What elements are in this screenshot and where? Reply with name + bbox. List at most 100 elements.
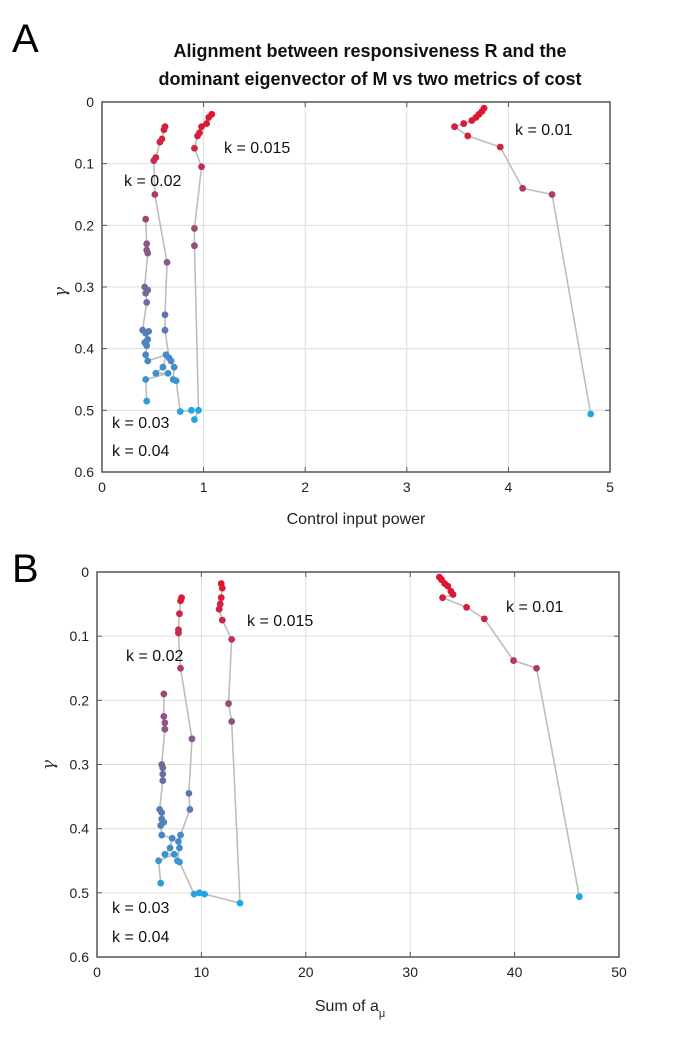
- panel-letter-b: B: [12, 547, 39, 591]
- panel-a-data-point: [198, 163, 205, 171]
- panel-b-data-point: [510, 657, 517, 664]
- panel-a-label-k-002: k = 0.02: [124, 173, 181, 190]
- panel-a-data-point: [160, 126, 168, 134]
- panel-a-ticks: 0 1 2 3 4 5 0 0.1 0.2 0.3 0.4 0.5 0.6: [75, 94, 615, 495]
- panel-b-ticks: 0 10 20 30 40 50 0 0.1 0.2 0.3 0.4 0.5 0.6: [70, 564, 627, 980]
- panel-b-data-point: [159, 764, 167, 772]
- panel-b-data-point: [217, 594, 225, 602]
- panel-b-data-point: [168, 834, 176, 842]
- panel-a-series-line-2: [193, 113, 213, 420]
- panel-b-data-point: [236, 899, 244, 907]
- panel-b-y-tick-label: 0.2: [70, 692, 90, 708]
- panel-b-data-point: [228, 635, 236, 643]
- panel-b-series-line-2: [199, 583, 241, 905]
- panel-a-grid: [101, 101, 611, 473]
- panel-a-data-point: [203, 120, 211, 127]
- panel-b-y-tick-label: 0.5: [70, 885, 90, 901]
- panel-a-x-tick-label: 4: [505, 479, 513, 495]
- panel-a-x-tick-label: 1: [200, 479, 208, 495]
- panel-b-data-point: [533, 664, 540, 672]
- panel-a-series: [139, 104, 595, 423]
- panel-b-data-point: [185, 789, 193, 797]
- panel-b-y-tick-label: 0.3: [70, 757, 90, 773]
- panel-a-plot: 0 1 2 3 4 5 0 0.1 0.2 0.3 0.4 0.5 0.6 Control input …: [51, 94, 614, 528]
- panel-a-data-point: [151, 191, 159, 198]
- panel-a-data-point: [143, 299, 151, 306]
- panel-b-data-point: [177, 664, 184, 672]
- panel-a-data-point: [167, 357, 175, 365]
- panel-b-label-k-002: k = 0.02: [126, 648, 183, 665]
- panel-b-data-point: [218, 616, 226, 624]
- panel-b-y-tick-label: 0.4: [70, 821, 90, 837]
- panel-b-data-point: [160, 712, 168, 720]
- panel-a-data-point: [143, 342, 151, 349]
- panel-a-y-tick-label: 0.3: [75, 279, 95, 295]
- panel-a-data-point: [143, 240, 151, 248]
- panel-a-data-point: [460, 120, 468, 127]
- panel-b-data-point: [449, 591, 457, 598]
- panel-b-data-point: [218, 584, 226, 592]
- panel-a-data-point: [464, 132, 472, 140]
- panel-b-x-axis-label-main: Sum of a: [315, 998, 379, 1015]
- panel-a-y-tick-label: 0.2: [75, 217, 95, 233]
- panel-b-data-point: [439, 594, 446, 602]
- panel-b-data-point: [186, 806, 194, 813]
- panel-a-data-point: [188, 406, 195, 414]
- panel-a-data-point: [176, 408, 184, 415]
- panel-a-data-point: [163, 258, 171, 266]
- panel-a-data-point: [451, 123, 458, 131]
- panel-b-data-point: [195, 889, 203, 897]
- panel-a-data-point: [162, 351, 170, 359]
- panel-b-data-point: [176, 610, 183, 618]
- panel-b-data-point: [175, 838, 182, 845]
- panel-a-data-point: [194, 132, 201, 140]
- panel-a-data-point: [191, 416, 198, 423]
- panel-b-data-point: [201, 890, 208, 898]
- panel-a-label-k-0015: k = 0.015: [224, 140, 290, 157]
- panel-b-data-point: [216, 600, 224, 608]
- panel-a-data-point: [191, 225, 198, 232]
- panel-b-data-point: [157, 822, 165, 829]
- panel-b-data-point: [170, 850, 178, 858]
- panel-b-data-point: [188, 735, 196, 743]
- panel-a-data-point: [164, 369, 172, 377]
- panel-b-x-tick-label: 30: [402, 964, 418, 980]
- panel-a-data-point: [468, 117, 476, 124]
- panel-a-x-tick-label: 5: [606, 479, 614, 495]
- panel-b-label-k-004: k = 0.04: [112, 929, 169, 946]
- panel-a-data-point: [161, 326, 169, 334]
- panel-a-data-point: [548, 191, 556, 198]
- panel-a-data-point: [142, 215, 150, 223]
- panel-b-data-point: [175, 629, 182, 637]
- panel-b-data-point: [161, 725, 169, 733]
- panel-b-data-point: [177, 831, 184, 839]
- panel-b-data-point: [161, 719, 169, 727]
- panel-b-data-point: [158, 831, 166, 839]
- panel-a-data-point: [205, 114, 213, 121]
- panel-a-data-point: [191, 242, 198, 250]
- panel-a-x-tick-label: 2: [301, 479, 309, 495]
- panel-a-data-point: [144, 249, 152, 257]
- panel-a-x-axis-label: Control input power: [287, 511, 426, 528]
- panel-b-data-point: [157, 879, 165, 887]
- panel-b-y-axis-label: γ: [39, 759, 59, 770]
- panel-b-plot: 0 10 20 30 40 50 0 0.1 0.2 0.3 0.4 0.5 0.6 Sum of aμ…: [39, 564, 627, 1020]
- panel-a-data-point: [496, 143, 504, 151]
- panel-b-data-point: [176, 844, 183, 852]
- panel-b-data-point: [463, 603, 470, 611]
- panel-b-x-tick-label: 40: [507, 964, 523, 980]
- panel-b-series: [155, 573, 583, 907]
- panel-b-x-tick-label: 10: [194, 964, 210, 980]
- panel-a-data-point: [152, 369, 160, 377]
- panel-a-data-point: [191, 144, 198, 152]
- panel-a-data-point: [159, 363, 167, 371]
- panel-b-data-point: [176, 858, 183, 866]
- panel-b-data-point: [228, 718, 236, 725]
- panel-a-y-tick-label: 0.1: [75, 156, 95, 172]
- panel-a-data-point: [143, 397, 151, 405]
- panel-b-label-k-003: k = 0.03: [112, 900, 169, 917]
- panel-b-data-point: [159, 777, 167, 784]
- panel-a-series-line-1: [452, 107, 592, 415]
- panel-b-data-point: [166, 844, 174, 852]
- panel-a-data-point: [172, 377, 180, 385]
